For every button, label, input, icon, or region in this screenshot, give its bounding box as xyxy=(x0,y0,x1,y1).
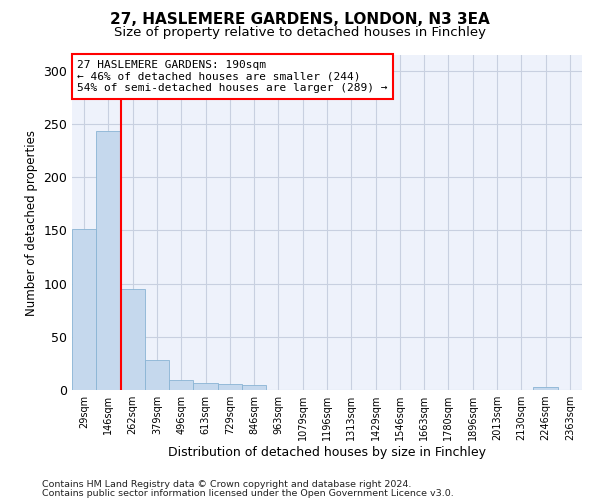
Bar xyxy=(96,130,121,390)
Text: Contains public sector information licensed under the Open Government Licence v3: Contains public sector information licen… xyxy=(42,490,454,498)
Text: Size of property relative to detached houses in Finchley: Size of property relative to detached ho… xyxy=(114,26,486,39)
Text: 27 HASLEMERE GARDENS: 190sqm
← 46% of detached houses are smaller (244)
54% of s: 27 HASLEMERE GARDENS: 190sqm ← 46% of de… xyxy=(77,60,388,93)
Bar xyxy=(218,384,242,390)
X-axis label: Distribution of detached houses by size in Finchley: Distribution of detached houses by size … xyxy=(168,446,486,459)
Bar xyxy=(533,387,558,390)
Bar xyxy=(121,289,145,390)
Text: 27, HASLEMERE GARDENS, LONDON, N3 3EA: 27, HASLEMERE GARDENS, LONDON, N3 3EA xyxy=(110,12,490,28)
Bar xyxy=(242,384,266,390)
Bar xyxy=(145,360,169,390)
Y-axis label: Number of detached properties: Number of detached properties xyxy=(25,130,38,316)
Text: Contains HM Land Registry data © Crown copyright and database right 2024.: Contains HM Land Registry data © Crown c… xyxy=(42,480,412,489)
Bar xyxy=(169,380,193,390)
Bar xyxy=(72,230,96,390)
Bar xyxy=(193,382,218,390)
